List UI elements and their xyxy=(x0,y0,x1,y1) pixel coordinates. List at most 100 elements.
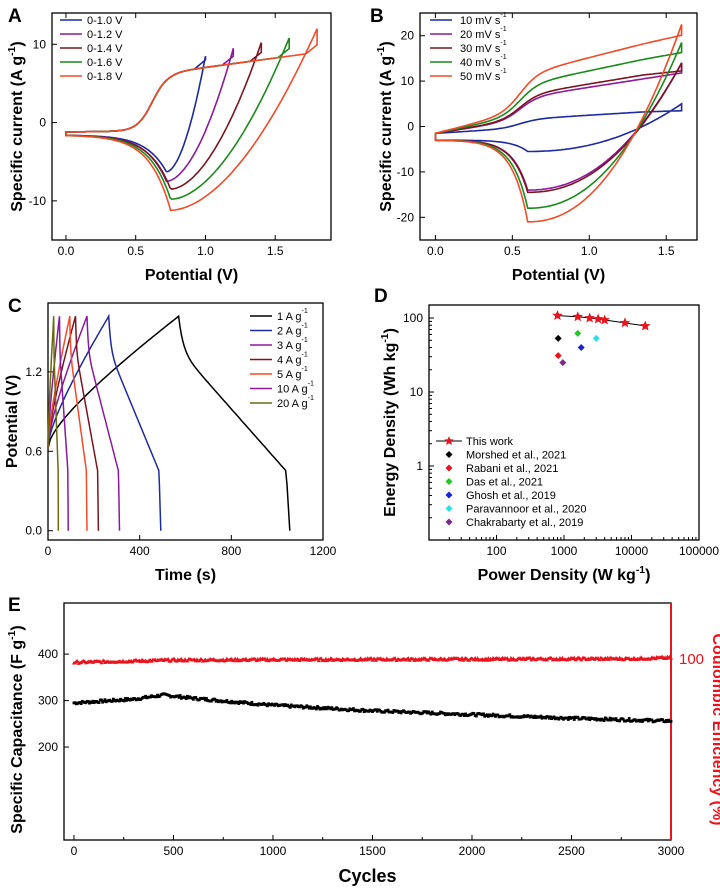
cap-point xyxy=(228,701,232,705)
data-point-star xyxy=(599,314,610,325)
y-tick-label: 300 xyxy=(38,694,58,708)
ce-point xyxy=(316,658,321,663)
cap-point xyxy=(168,694,171,697)
plot-frame xyxy=(63,602,672,841)
cap-point xyxy=(103,698,107,702)
legend-label: This work xyxy=(466,436,514,448)
legend-label: 4 A g-1 xyxy=(277,351,308,367)
cap-point xyxy=(580,717,583,721)
cap-point xyxy=(375,709,379,713)
cap-point xyxy=(430,710,434,714)
legend-label: Das et al., 2021 xyxy=(466,477,543,489)
cap-point xyxy=(544,716,548,720)
cap-point xyxy=(472,712,476,715)
legend-label: Ghosh et al., 2019 xyxy=(466,490,556,502)
ce-point xyxy=(426,658,431,662)
cap-point xyxy=(317,706,321,710)
cap-point xyxy=(336,707,340,711)
data-point-diamond xyxy=(577,343,585,351)
y-axis-label: Specific Capacitance (F g-1) xyxy=(7,625,26,833)
legend-label: 20 A g-1 xyxy=(277,394,314,410)
ce-point xyxy=(669,656,673,660)
cap-point xyxy=(347,709,350,713)
data-point-star xyxy=(572,311,583,322)
cap-point xyxy=(608,716,612,720)
ce-point xyxy=(138,659,143,664)
panel-label-e: E xyxy=(8,595,21,616)
cap-point xyxy=(429,712,433,716)
x-axis-label: Power Density (W kg-1) xyxy=(478,565,651,584)
cap-point xyxy=(250,700,254,704)
legend-label: 1 A g-1 xyxy=(277,307,308,323)
cap-point xyxy=(154,695,158,699)
legend-label: 0-1.8 V xyxy=(87,71,123,83)
cap-point xyxy=(588,718,592,722)
y-tick-label: -10 xyxy=(397,165,415,179)
legend-label: 10 mV s-1 xyxy=(460,11,507,27)
y-tick-label: 1 xyxy=(416,459,423,473)
cap-point xyxy=(177,695,181,699)
x-tick-label: 1.5 xyxy=(658,244,675,258)
cap-point xyxy=(391,711,395,714)
cap-point xyxy=(621,717,625,721)
cap-point xyxy=(594,717,598,720)
y-tick-label: 0.6 xyxy=(25,444,42,458)
x-axis-label: Time (s) xyxy=(155,567,216,584)
cap-point xyxy=(288,705,292,709)
cap-point xyxy=(256,703,260,707)
data-point-diamond xyxy=(574,329,582,337)
cap-point xyxy=(249,703,253,706)
cap-point xyxy=(308,705,312,709)
cap-point xyxy=(203,698,207,702)
legend-star xyxy=(444,436,454,445)
cap-point xyxy=(156,693,159,697)
y-axis-label: Energy Density (Wh kg-1) xyxy=(380,328,399,517)
cv-curve xyxy=(434,42,683,209)
cap-point xyxy=(437,712,441,716)
cap-point xyxy=(123,697,127,700)
cap-point xyxy=(533,714,537,718)
cap-point xyxy=(359,709,362,713)
cap-point xyxy=(614,717,618,720)
cap-point xyxy=(300,704,304,708)
cap-point xyxy=(314,707,318,711)
cap-point xyxy=(178,694,182,697)
data-point-diamond xyxy=(554,352,562,360)
cap-point xyxy=(202,696,206,700)
panel-label-b: B xyxy=(370,6,384,27)
legend-diamond xyxy=(445,491,453,499)
coulombic-efficiency-points xyxy=(71,654,673,665)
cap-point xyxy=(464,712,468,716)
gcd-curve xyxy=(47,315,100,531)
y-tick-label: 100 xyxy=(403,311,423,325)
cap-point xyxy=(386,708,390,712)
plot-frame xyxy=(51,12,332,241)
data-point-diamond xyxy=(554,334,562,342)
panel-b: B 0.0 0.5 1.0 1.5 -20 -10 0 10 20 Potential (V) Spe… xyxy=(370,6,698,284)
cap-point xyxy=(237,702,241,706)
legend-diamond xyxy=(445,464,453,472)
cap-point xyxy=(539,714,543,718)
x-tick-label: 400 xyxy=(130,544,150,558)
legend-label: 3 A g-1 xyxy=(277,336,308,352)
cap-point xyxy=(669,719,673,723)
legend-label: Morshed et al., 2021 xyxy=(466,450,566,462)
panel-label-c: C xyxy=(8,296,22,317)
x-tick-label: 1200 xyxy=(310,544,337,558)
cap-point xyxy=(213,697,217,701)
x-tick-label: 2500 xyxy=(558,844,585,858)
legend-label: 40 mV s-1 xyxy=(460,53,507,69)
legend-label: Chakrabarty et al., 2019 xyxy=(466,517,583,529)
cap-point xyxy=(633,718,637,722)
y-tick-label: -20 xyxy=(397,210,415,224)
cap-point xyxy=(191,697,195,701)
cap-point xyxy=(627,717,631,720)
legend-diamond xyxy=(445,505,453,512)
panel-d: D 100 1000 10000 100000 1 10 100 Power Density (… xyxy=(374,286,719,584)
legend-label: 0-1.4 V xyxy=(87,43,123,55)
cap-point xyxy=(102,699,106,703)
panel-label-d: D xyxy=(374,286,388,307)
cap-point xyxy=(86,700,90,703)
cap-point xyxy=(399,711,403,715)
